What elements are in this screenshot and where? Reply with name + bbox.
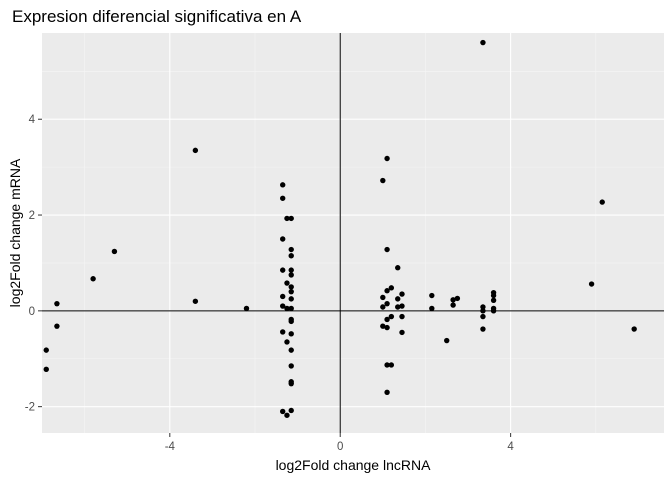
data-point — [192, 147, 199, 154]
data-point — [429, 292, 435, 299]
data-point — [43, 366, 49, 372]
data-point — [450, 297, 456, 303]
data-point — [429, 305, 435, 312]
data-point — [631, 326, 637, 332]
data-point — [599, 199, 605, 205]
data-point — [388, 362, 395, 368]
data-point — [490, 292, 497, 299]
data-point — [280, 293, 286, 300]
x-tick-label: 4 — [507, 441, 514, 453]
data-point — [384, 324, 390, 331]
data-point — [288, 253, 294, 259]
data-point — [395, 304, 401, 310]
data-point — [490, 308, 497, 314]
plot-panel — [42, 33, 664, 433]
data-point — [288, 215, 294, 222]
minor-gridlines — [42, 33, 664, 433]
data-point — [380, 323, 386, 329]
data-point — [284, 280, 290, 286]
y-tick-label: -2 — [25, 402, 35, 414]
data-point — [380, 294, 386, 301]
data-point — [243, 305, 250, 312]
data-point — [395, 296, 401, 302]
data-point — [480, 39, 486, 46]
data-point — [111, 248, 118, 255]
data-point — [288, 363, 294, 369]
data-point — [588, 281, 595, 287]
data-point — [490, 297, 497, 304]
data-point — [480, 326, 486, 332]
data-point — [280, 303, 286, 309]
data-point — [480, 308, 486, 314]
data-point — [384, 316, 390, 323]
y-axis-ticks: -2 0 2 4 — [25, 114, 42, 414]
data-point — [399, 329, 405, 336]
data-point — [384, 362, 390, 368]
y-tick-label: 2 — [29, 210, 35, 222]
data-point — [280, 267, 286, 273]
data-point — [288, 288, 294, 295]
data-point — [280, 408, 286, 415]
data-point — [399, 313, 405, 320]
data-point — [280, 236, 286, 242]
data-point — [280, 329, 286, 335]
data-point — [284, 339, 290, 345]
data-point — [444, 337, 450, 344]
data-point — [384, 246, 390, 253]
data-point — [288, 331, 294, 337]
x-axis-title: log2Fold change lncRNA — [276, 457, 432, 473]
data-point — [384, 300, 390, 307]
y-axis-title: log2Fold change mRNA — [7, 158, 23, 307]
data-point — [43, 347, 49, 353]
data-point — [280, 195, 286, 201]
data-point — [480, 304, 486, 310]
data-point — [450, 302, 456, 308]
data-point — [288, 347, 294, 353]
y-tick-label: 4 — [29, 114, 36, 126]
reference-lines — [42, 33, 664, 433]
data-point — [288, 318, 294, 325]
data-point — [288, 246, 294, 253]
data-point — [288, 284, 294, 290]
data-points — [43, 39, 637, 418]
data-point — [284, 305, 290, 312]
x-tick-label: -4 — [165, 441, 176, 453]
data-point — [399, 291, 405, 297]
data-point — [454, 295, 461, 302]
data-point — [480, 313, 486, 320]
data-point — [284, 412, 290, 418]
y-tick-label: 0 — [29, 306, 35, 318]
data-point — [280, 182, 286, 188]
data-point — [284, 215, 290, 222]
data-point — [388, 285, 395, 291]
data-point — [288, 296, 294, 302]
data-point — [192, 298, 199, 304]
data-point — [288, 305, 294, 312]
chart-title: Expresion diferencial significativa en A — [12, 7, 302, 26]
data-point — [384, 389, 390, 395]
data-point — [288, 407, 294, 414]
data-point — [380, 304, 386, 310]
data-point — [54, 323, 60, 329]
x-tick-label: 0 — [337, 441, 343, 453]
data-point — [54, 300, 60, 307]
data-point — [380, 177, 386, 184]
data-point — [395, 265, 401, 271]
data-point — [288, 272, 294, 278]
data-point — [288, 380, 294, 387]
data-point — [388, 313, 395, 320]
data-point — [288, 267, 294, 273]
x-axis-ticks: -4 0 4 — [165, 433, 514, 453]
data-point — [90, 276, 96, 282]
data-point — [399, 303, 405, 309]
data-point — [384, 288, 390, 294]
data-point — [384, 155, 390, 162]
